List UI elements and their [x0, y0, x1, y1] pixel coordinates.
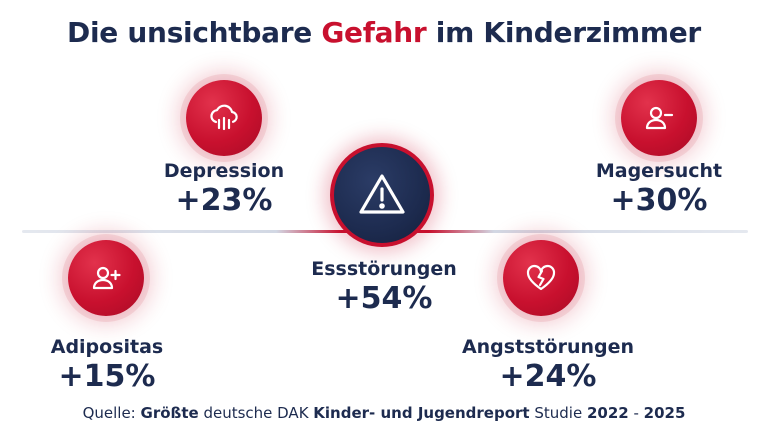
source-bold-2: Kinder- und Jugendreport	[313, 404, 530, 422]
page-title: Die unsichtbare Gefahr im Kinderzimmer	[0, 16, 768, 49]
angststoerungen-name: Angststörungen	[461, 336, 635, 358]
source-mid-1: deutsche DAK	[198, 404, 314, 422]
user-minus-icon	[645, 106, 674, 130]
essstoerungen-badge	[330, 143, 434, 247]
depression-value: +23%	[175, 183, 273, 218]
source-prefix: Quelle:	[82, 404, 141, 422]
adipositas-value: +15%	[58, 359, 156, 394]
cloud-rain-icon	[210, 104, 238, 131]
title-accent: Gefahr	[321, 16, 427, 49]
title-part1: Die unsichtbare	[67, 16, 322, 49]
essstoerungen-label: Essstörungen +54%	[294, 258, 474, 316]
source-bold-1: Größte	[140, 404, 199, 422]
heart-broken-icon	[526, 264, 556, 291]
user-plus-icon	[92, 266, 121, 290]
depression-label: Depression +23%	[148, 160, 300, 218]
depression-badge	[186, 80, 262, 156]
angststoerungen-label: Angststörungen +24%	[455, 336, 641, 394]
magersucht-value: +30%	[610, 183, 708, 218]
source-mid-2: Studie	[529, 404, 587, 422]
source-sep: -	[628, 404, 644, 422]
depression-name: Depression	[163, 160, 285, 182]
essstoerungen-name: Essstörungen	[311, 258, 457, 280]
magersucht-label: Magersucht +30%	[583, 160, 735, 218]
adipositas-label: Adipositas +15%	[32, 336, 182, 394]
adipositas-badge	[68, 240, 144, 316]
adipositas-name: Adipositas	[50, 336, 164, 358]
essstoerungen-value: +54%	[335, 281, 433, 316]
angststoerungen-value: +24%	[499, 359, 597, 394]
angststoerungen-badge	[503, 240, 579, 316]
source-note: Quelle: Größte deutsche DAK Kinder- und …	[0, 404, 768, 422]
source-bold-3: 2022	[586, 404, 629, 422]
title-part2: im Kinderzimmer	[426, 16, 701, 49]
warning-triangle-icon	[359, 174, 405, 214]
source-bold-4: 2025	[643, 404, 686, 422]
magersucht-badge	[621, 80, 697, 156]
magersucht-name: Magersucht	[595, 160, 723, 182]
